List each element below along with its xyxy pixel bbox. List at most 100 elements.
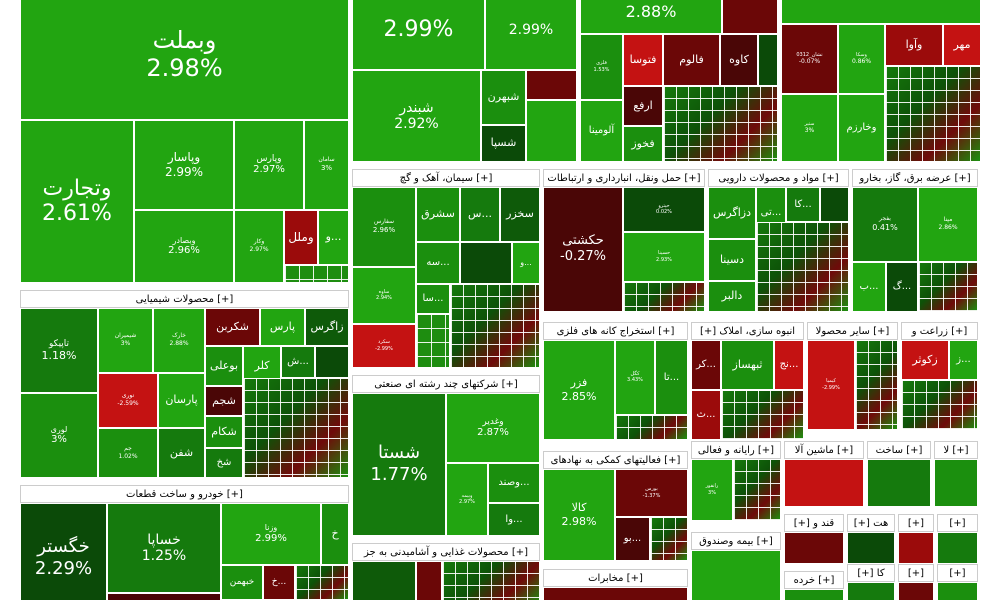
- tile-aluminia[interactable]: آلومینا: [580, 100, 623, 162]
- tile-jam[interactable]: جم 1.02%: [98, 428, 158, 478]
- tile-bg[interactable]: گ...: [886, 262, 918, 312]
- tile-noori[interactable]: نوری -2.59%: [98, 373, 158, 428]
- tile-sse[interactable]: سه...: [416, 242, 460, 284]
- tile-shkam[interactable]: شکام: [205, 416, 243, 448]
- tile-hotel-main[interactable]: [847, 532, 895, 564]
- tile-pars[interactable]: پارس: [260, 308, 305, 346]
- tile-sh[interactable]: ش...: [281, 346, 315, 378]
- tile-khbahman[interactable]: خبهمن: [221, 565, 263, 600]
- tile-vbima[interactable]: وبیمه 2.97%: [446, 463, 488, 536]
- tile-vmellal[interactable]: وملل: [284, 210, 318, 265]
- tile-dalber[interactable]: دالبر: [708, 281, 756, 312]
- tile-dark-small[interactable]: نشان_0312 -0.07%: [781, 24, 838, 94]
- tile-hpet[interactable]: حپترو 0.02%: [623, 187, 705, 232]
- tile-dsina[interactable]: دسینا: [708, 239, 756, 281]
- tile-top-mid-1[interactable]: 2.99%: [352, 0, 485, 70]
- tile-vbsader[interactable]: وبصادر 2.96%: [134, 210, 234, 283]
- sector-header-chem[interactable]: محصولات شیمیایی [+]: [20, 290, 349, 308]
- sector-header-insurance[interactable]: بیمه وصندوق [+]: [691, 532, 781, 550]
- tile-topright-main[interactable]: [781, 0, 981, 24]
- tile-metals-dk[interactable]: [758, 34, 778, 86]
- tile-vtejarat[interactable]: وتجارت 2.61%: [20, 120, 134, 283]
- sector-header-multi[interactable]: شرکتهای چند رشته ای صنعتی [+]: [352, 375, 540, 393]
- tile-dzagros[interactable]: دزاگرس: [708, 187, 756, 239]
- tile-boali[interactable]: بوعلی: [205, 346, 243, 386]
- tile-sshargh[interactable]: سشرق: [416, 187, 460, 242]
- expand-icon[interactable]: [+]: [949, 568, 966, 579]
- tile-retail-main[interactable]: [784, 589, 844, 600]
- tile-taipiko[interactable]: تاپیکو 1.18%: [20, 308, 98, 393]
- tile-vsaman[interactable]: سامان 3%: [304, 120, 349, 210]
- tile-bfajr[interactable]: بفجر 0.41%: [852, 187, 918, 262]
- tile-ta[interactable]: تا...: [655, 340, 688, 415]
- tile-zagros[interactable]: زاگرس: [305, 308, 349, 346]
- expand-icon[interactable]: [+]: [699, 326, 717, 337]
- tile-shespa[interactable]: شسپا: [481, 125, 526, 162]
- tile-fzar[interactable]: فزر 2.85%: [543, 340, 615, 440]
- sector-header-small-b[interactable]: [+]: [937, 514, 978, 532]
- expand-icon[interactable]: [+]: [626, 573, 643, 584]
- tile-bank-small-group[interactable]: [284, 265, 349, 283]
- tile-pharma-small-group[interactable]: [756, 222, 849, 312]
- expand-icon[interactable]: [+]: [757, 445, 775, 456]
- tile-thbahaz[interactable]: ثبهساز: [721, 340, 774, 390]
- sector-header-small-d[interactable]: [+]: [937, 564, 978, 582]
- tile-cement-i[interactable]: و...: [512, 242, 540, 284]
- tile-shebahren[interactable]: شبهرن: [481, 70, 526, 125]
- tile-kh2[interactable]: خ: [321, 503, 349, 565]
- tile-topright-small-group[interactable]: [885, 66, 981, 162]
- tile-skhazar[interactable]: سخزر: [500, 187, 540, 242]
- expand-icon[interactable]: [+]: [949, 518, 966, 529]
- expand-icon[interactable]: [+]: [907, 518, 925, 529]
- sector-header-power[interactable]: عرضه برق، گاز، بخارو [+]: [852, 169, 978, 187]
- tile-khsapa[interactable]: خساپا 1.25%: [107, 503, 221, 593]
- tile-food-red[interactable]: [416, 561, 442, 600]
- tile-cement-small-group-2[interactable]: [416, 314, 450, 368]
- tile-sfars[interactable]: سفارس 2.96%: [352, 187, 416, 267]
- tile-arfe[interactable]: ارفع: [623, 86, 663, 126]
- sector-header-sugar[interactable]: [+] قند و: [784, 514, 844, 532]
- tile-food-main[interactable]: [352, 561, 416, 600]
- tile-computer-small-group[interactable]: [733, 459, 781, 521]
- tile-kgol[interactable]: کگل 3.43%: [615, 340, 655, 415]
- tile-vghadir[interactable]: وغدیر 2.87%: [446, 393, 540, 463]
- tile-sdir[interactable]: ستیر 3%: [781, 94, 838, 162]
- tile-transport-small-group[interactable]: [623, 282, 705, 312]
- expand-icon[interactable]: [+]: [954, 173, 971, 184]
- tile-chem-small-group[interactable]: [243, 378, 349, 478]
- tile-kimia[interactable]: کیمیا -2.99%: [807, 340, 855, 430]
- tile-vbamellat[interactable]: وبملت 2.98%: [20, 0, 349, 120]
- tile-kh[interactable]: خ...: [263, 565, 295, 600]
- tile-metals-main[interactable]: 2.88%: [580, 0, 722, 34]
- tile-small-a[interactable]: [898, 532, 934, 564]
- expand-icon[interactable]: [+]: [793, 518, 810, 529]
- tile-vaava[interactable]: وآوا: [885, 24, 943, 66]
- tile-small-b[interactable]: [937, 532, 978, 564]
- tile-misc1-main[interactable]: [934, 459, 978, 507]
- tile-s-small[interactable]: ساوه 2.94%: [352, 267, 416, 324]
- tile-vpars[interactable]: وپارس 2.97%: [234, 120, 304, 210]
- sector-header-cement[interactable]: سیمان، آهک و گچ [+]: [352, 169, 540, 187]
- tile-shkh[interactable]: شخ: [205, 448, 243, 478]
- expand-icon[interactable]: [+]: [873, 326, 890, 337]
- tile-khark[interactable]: خارک 2.88%: [153, 308, 205, 373]
- tile-vsmall2[interactable]: وسکا 0.86%: [838, 24, 885, 94]
- sector-header-agri[interactable]: زراعت و [+]: [901, 322, 978, 340]
- tile-bo[interactable]: بو...: [615, 517, 650, 561]
- tile-refinery-red[interactable]: [526, 70, 577, 100]
- sector-header-retail[interactable]: خرده [+]: [784, 571, 844, 589]
- expand-icon[interactable]: [+]: [951, 326, 968, 337]
- tile-z[interactable]: ز...: [949, 340, 978, 380]
- tile-small-d[interactable]: [937, 582, 978, 600]
- sector-header-mining[interactable]: استخراج کانه های فلزی [+]: [543, 322, 688, 340]
- tile-v-small[interactable]: و...: [318, 210, 349, 265]
- expand-icon[interactable]: [+]: [684, 173, 701, 184]
- sector-header-transport[interactable]: حمل ونقل، انبارداری و ارتباطات [+]: [543, 169, 705, 187]
- tile-shafan[interactable]: شفن: [158, 428, 205, 478]
- sector-header-misc1[interactable]: لا [+]: [934, 441, 978, 459]
- tile-ka-main[interactable]: [847, 582, 895, 600]
- tile-other-small-group[interactable]: [855, 340, 898, 430]
- expand-icon[interactable]: [+]: [906, 445, 923, 456]
- tile-dka[interactable]: کا...: [786, 187, 820, 222]
- tile-lori[interactable]: لوری 3%: [20, 393, 98, 478]
